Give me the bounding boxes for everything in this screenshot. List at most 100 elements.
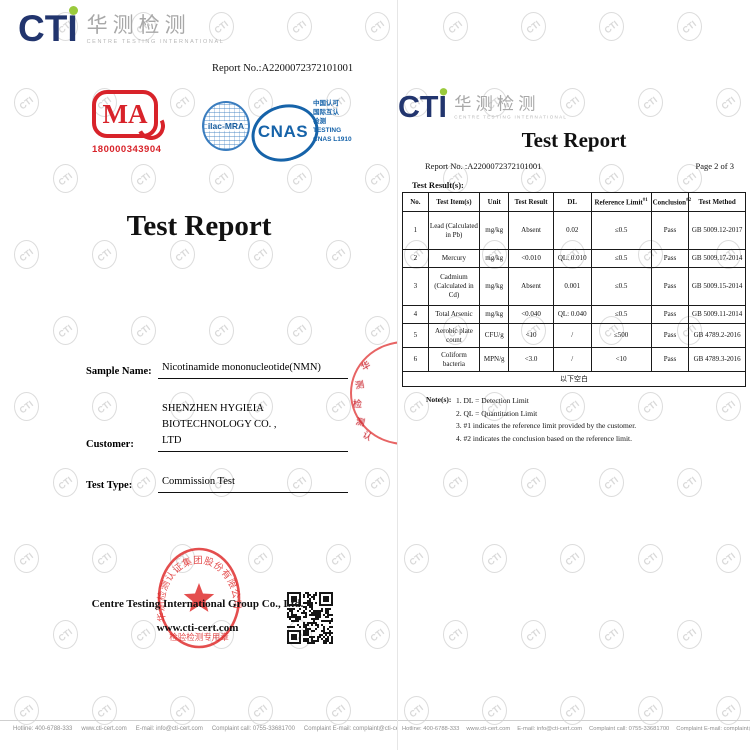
field-row: Customer: SHENZHEN HYGIEIA BIOTECHNOLOGY … [86, 401, 348, 452]
cti-text: CTI [18, 8, 78, 49]
table-cell: <3.0 [508, 347, 554, 372]
note-item: 4. #2 indicates the conclusion based on … [456, 433, 632, 443]
cnas-text-line: CNAS L1910 [313, 136, 352, 143]
report-page-1: CTI 华测检测 CENTRE TESTING INTERNATIONAL Re… [0, 0, 398, 750]
report-title: Test Report [126, 210, 272, 242]
table-row: 3 Cadmium (Calculated in Cd) mg/kg Absent 0.… [402, 267, 746, 306]
cma-accreditation-icon: MA 180000343904 [92, 90, 161, 155]
table-cell: MPN/g [479, 347, 510, 372]
edge-stamp-char: 认 [360, 429, 374, 443]
field-value-line: Nicotinamide mononucleotide(NMN) [162, 362, 321, 373]
edge-stamp-char: 测 [354, 416, 366, 428]
table-cell: GB 5009.17-2014 [688, 249, 746, 268]
edge-stamp-char: 测 [354, 379, 366, 391]
cnas-text-line: 国际互认 [313, 109, 339, 116]
page-footer: Hotline: 400-6788-333 www.cti-cert.com E-m… [398, 720, 750, 732]
table-cell: ≤0.5 [590, 305, 652, 324]
notes-label: Note(s): [426, 395, 452, 404]
table-cell: GB 5009.11-2014 [688, 305, 746, 324]
column-header: Conclusion#2 [650, 192, 692, 212]
table-cell: Total Arsenic [427, 305, 481, 324]
cnas-text-line: 中国认可 [313, 100, 339, 107]
cnas-text-line: TESTING [313, 127, 342, 134]
cma-letters: MA [102, 98, 148, 129]
page-indicator: Page 2 of 3 [695, 161, 734, 171]
table-cell: GB 5009.12-2017 [688, 211, 746, 250]
column-header: Test Item(s) [427, 192, 481, 212]
field-value-line: LTD [162, 435, 182, 446]
table-cell: Aerobic plate count [427, 323, 481, 348]
table-cell: 4 [402, 305, 429, 324]
header-superscript: #2 [686, 198, 692, 204]
cnas-icon: CNAS [254, 112, 312, 152]
report-number: Report No. :A2200072372101001 [425, 161, 542, 171]
test-results-heading: Test Result(s): [412, 180, 464, 190]
column-header: No. [402, 192, 429, 212]
field-row: Sample Name: Nicotinamide mononucleotide(… [86, 360, 348, 379]
table-row: 1 Lead (Calculated in Pb) mg/kg Absent 0.02 ≤… [402, 211, 746, 250]
cti-green-dot-icon [439, 88, 447, 96]
cnas-text-line: 检测 [313, 118, 326, 125]
footer-segment: Hotline: 400-6788-333 [13, 726, 73, 732]
report-title: Test Report [521, 128, 627, 152]
footer-segment: www.cti-cert.com [466, 726, 511, 732]
signature-block: 华测检测认证集团股份有限公司 检验检测专用章 Centre Testing In… [0, 540, 398, 670]
column-header: Test Method [688, 192, 746, 212]
ilac-mra-icon: ilac-MRA [202, 101, 250, 151]
table-cell: Pass [650, 267, 690, 306]
notes-list: 1. DL = Detection Limit 2. QL = Quantitat… [456, 395, 636, 445]
cma-number: 180000343904 [92, 144, 162, 155]
footer-segment: Hotline: 400-6788-333 [402, 726, 460, 732]
field-value-line: Commission Test [162, 476, 235, 487]
table-cell: Lead (Calculated in Pb) [427, 211, 481, 250]
note-item: 2. QL = Quantitation Limit [456, 408, 538, 418]
company-seal-icon: 华测检测认证集团股份有限公司 检验检测专用章 [156, 547, 242, 649]
ilac-mra-label: ilac-MRA [206, 121, 246, 131]
table-cell: 0.02 [552, 211, 592, 250]
cti-logo-letters: CTI [398, 88, 447, 122]
svg-text:检验检测专用章: 检验检测专用章 [169, 632, 229, 642]
field-value: Nicotinamide mononucleotide(NMN) [158, 360, 348, 379]
table-cell: Pass [650, 305, 690, 324]
table-cell: Pass [650, 323, 690, 348]
table-cell: mg/kg [479, 249, 510, 268]
table-cell: QL: 0.010 [552, 249, 592, 268]
footer-segment: www.cti-cert.com [81, 726, 127, 732]
footer-segment: Complaint E-mail: complaint@cti-cert.com [676, 726, 750, 732]
note-item: 3. #1 indicates the reference limit prov… [456, 421, 637, 430]
cti-subtitle: CENTRE TESTING INTERNATIONAL [86, 39, 225, 45]
partial-red-stamp: 华测检测认 [350, 341, 398, 445]
table-cell: Mercury [427, 249, 481, 268]
column-header: Reference Limit#1 [590, 192, 652, 212]
table-cell: Pass [650, 211, 690, 250]
cti-logo: CTI 华测检测 CENTRE TESTING INTERNATIONAL [18, 6, 225, 47]
cti-logo-letters: CTI [18, 6, 78, 47]
table-blank-row: 以下空白 [402, 371, 746, 387]
table-cell: GB 5009.15-2014 [688, 267, 746, 306]
table-cell: mg/kg [479, 267, 510, 306]
field-label: Test Type: [86, 480, 133, 491]
footer-segment: E-mail: info@cti-cert.com [517, 726, 583, 732]
table-cell: 6 [402, 347, 429, 372]
table-row: 6 Coliform bacteria MPN/g <3.0/<10 Pass GB 47… [402, 347, 746, 372]
edge-stamp-char: 华 [359, 359, 373, 373]
table-cell: Pass [650, 347, 690, 372]
table-cell: GB 4789.3-2016 [688, 347, 746, 372]
report-fields: Sample Name: Nicotinamide mononucleotide(… [86, 360, 348, 515]
cti-logo: CTI 华测检测 CENTRE TESTING INTERNATIONAL [398, 88, 567, 122]
footer-segment: Complaint call: 0755-33681700 [211, 726, 295, 732]
table-cell: Pass [650, 249, 690, 268]
cti-green-dot-icon [68, 6, 78, 15]
table-cell: <10 [508, 323, 554, 348]
qr-code-icon [287, 592, 333, 644]
company-website: www.cti-cert.com [156, 622, 239, 634]
test-results-table: No. Test Item(s) Unit Test Result DL Referenc… [402, 192, 746, 387]
table-cell: Coliform bacteria [427, 347, 481, 372]
table-cell: <0.040 [508, 305, 554, 324]
table-cell: mg/kg [479, 305, 510, 324]
field-label: Sample Name: [86, 366, 152, 377]
cti-chinese-name: 华测检测 [454, 94, 540, 114]
column-header: Unit [479, 192, 510, 212]
header-superscript: #1 [642, 198, 648, 204]
